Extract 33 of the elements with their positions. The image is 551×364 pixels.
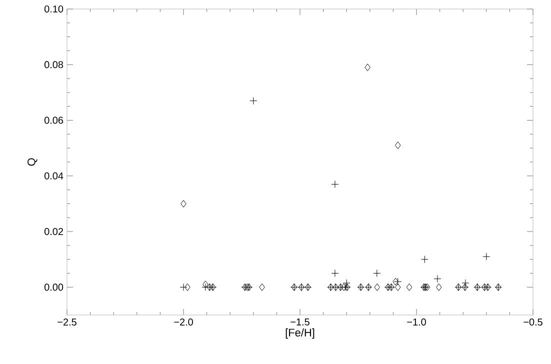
point (244, 283, 250, 291)
point (462, 279, 470, 287)
point (406, 283, 412, 291)
point (364, 64, 370, 72)
point (340, 283, 347, 291)
x-tick-label: −1.0 (407, 318, 426, 326)
point (180, 283, 188, 291)
point (374, 283, 380, 291)
point (331, 180, 339, 188)
point (202, 280, 208, 288)
point (394, 142, 401, 150)
y-tick-label: 0.02 (44, 228, 63, 236)
x-tick-label: −2.0 (174, 318, 193, 326)
y-tick-label: 0.10 (44, 5, 64, 13)
x-tick-label: −1.5 (290, 318, 310, 326)
y-axis-title: Q (28, 158, 38, 166)
point (373, 270, 381, 278)
point (331, 270, 339, 278)
y-tick-label: 0.00 (44, 284, 64, 291)
x-tick-label: −0.5 (524, 318, 542, 326)
y-tick-label: 0.06 (44, 116, 64, 124)
point (424, 283, 430, 291)
point (250, 97, 258, 105)
point (482, 252, 490, 260)
point (392, 278, 398, 286)
y-tick-label: 0.08 (44, 61, 64, 68)
x-axis-title: [Fe/H] (286, 328, 314, 339)
y-tick-label: 0.04 (44, 172, 64, 180)
point (180, 200, 186, 208)
point (259, 283, 265, 291)
point (420, 256, 428, 264)
x-tick-label: −2.5 (58, 318, 76, 326)
point (184, 283, 190, 291)
